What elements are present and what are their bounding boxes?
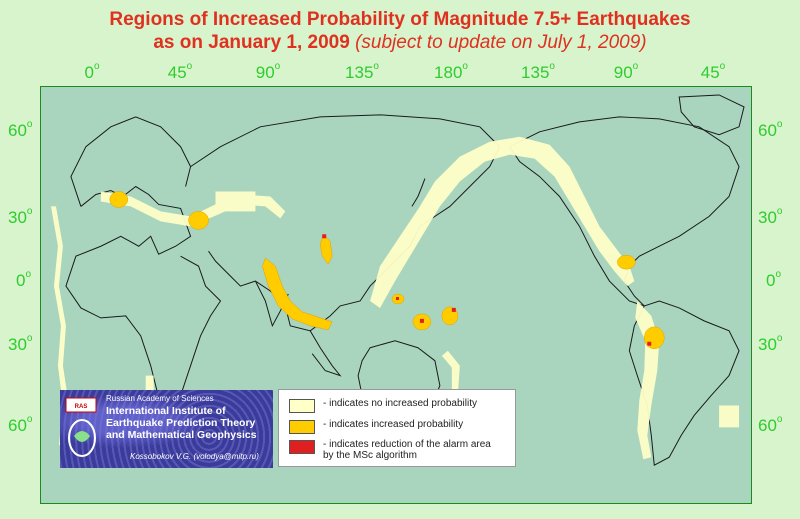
north-america-coast (508, 116, 740, 307)
legend-item-increased: - indicates increased probability (289, 419, 463, 434)
lon-tick: 90o (255, 61, 281, 82)
legend-label: - indicates increased probability (323, 419, 464, 430)
fiji-reduction (451, 307, 456, 312)
philippines-reduction (322, 234, 327, 239)
lon-tick: 90o (613, 61, 639, 82)
south-america-coast (628, 300, 740, 466)
europe-coast (70, 116, 192, 207)
lon-tick: 180o (434, 61, 468, 82)
map-legend: - indicates no increased probability - i… (278, 389, 516, 467)
philippines-alarm (319, 233, 333, 265)
lat-tick: 0o (766, 269, 782, 290)
legend-swatch (289, 399, 315, 413)
iran-alarm (188, 211, 209, 230)
legend-item-reduction: - indicates reduction of the alarm area … (289, 439, 503, 461)
central-asia-zone (215, 191, 256, 212)
legend-item-no-increase: - indicates no increased probability (289, 398, 477, 413)
svg-text:RAS: RAS (75, 404, 88, 410)
africa-coast (65, 185, 222, 417)
lat-tick: 30o (758, 333, 783, 354)
lat-tick: 60o (758, 414, 783, 435)
southern-ocean-patch (719, 405, 740, 428)
academy-name: Russian Academy of Sciences (106, 394, 214, 403)
legend-swatch (289, 420, 315, 434)
legend-label: - indicates no increased probability (323, 398, 477, 409)
lon-tick: 45o (167, 61, 193, 82)
lon-tick: 135o (521, 61, 555, 82)
sumatra-java-alarm (262, 257, 333, 331)
institute-author: Kossobokov V.G. (volodya@mitp.ru) (130, 452, 259, 461)
lon-tick: 0o (84, 61, 100, 82)
institute-name: International Institute of Earthquake Pr… (106, 405, 257, 441)
southeast-asia-coast (309, 330, 342, 377)
lat-tick: 60o (8, 119, 33, 140)
japan-coast (411, 178, 426, 207)
lat-tick: 0o (16, 269, 32, 290)
title-line-1: Regions of Increased Probability of Magn… (109, 9, 691, 30)
lat-tick: 30o (8, 206, 33, 227)
lat-tick: 30o (8, 333, 33, 354)
title-date: as on January 1, 2009 (153, 32, 350, 53)
increased-probability-zones (109, 191, 665, 349)
institute-panel: RAS Russian Academy of Sciences Internat… (60, 390, 273, 468)
mid-atlantic-ridge (50, 206, 69, 446)
new-britain-reduction (396, 296, 399, 300)
pacific-ring-north (370, 136, 635, 308)
chile-reduction (647, 341, 652, 346)
lon-tick: 135o (345, 61, 379, 82)
greenland-coast (678, 94, 745, 136)
mediterranean-alarm (109, 191, 129, 208)
lon-tick: 45o (700, 61, 726, 82)
lat-tick: 60o (758, 119, 783, 140)
map-title: Regions of Increased Probability of Magn… (0, 8, 800, 54)
central-america-alarm (617, 254, 636, 270)
vanuatu-reduction (419, 318, 424, 323)
reduction-zones (322, 234, 652, 346)
title-line-2: as on January 1, 2009 (subject to update… (0, 31, 800, 54)
legend-label: - indicates reduction of the alarm area … (323, 439, 491, 461)
lat-tick: 30o (758, 206, 783, 227)
lat-tick: 60o (8, 414, 33, 435)
institute-logo-icon: RAS (65, 397, 97, 457)
legend-swatch (289, 440, 315, 454)
title-update-note: (subject to update on July 1, 2009) (355, 32, 647, 53)
